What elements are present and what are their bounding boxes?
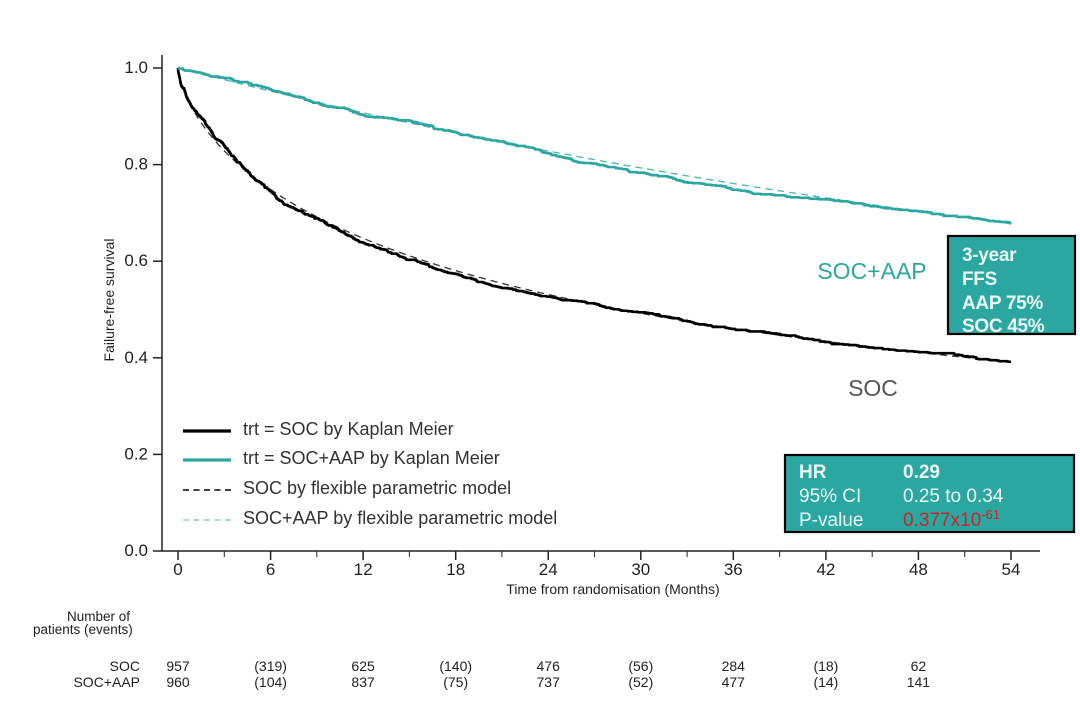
svg-text:0.8: 0.8 [124, 155, 148, 174]
svg-text:(14): (14) [813, 674, 838, 690]
svg-text:(140): (140) [439, 658, 472, 674]
svg-text:Time from randomisation (Month: Time from randomisation (Months) [506, 581, 719, 597]
svg-text:AAP 75%: AAP 75% [962, 293, 1043, 314]
svg-text:HR: HR [799, 462, 827, 483]
svg-text:625: 625 [351, 658, 375, 674]
svg-text:patients (events): patients (events) [33, 622, 133, 637]
svg-text:(52): (52) [628, 674, 653, 690]
svg-text:0.0: 0.0 [124, 541, 148, 560]
svg-text:12: 12 [354, 560, 373, 579]
svg-text:477: 477 [722, 674, 746, 690]
svg-text:SOC by flexible parametric mod: SOC by flexible parametric model [243, 478, 511, 498]
svg-text:SOC: SOC [848, 375, 898, 401]
svg-text:960: 960 [166, 674, 190, 690]
svg-text:141: 141 [907, 674, 931, 690]
svg-text:54: 54 [1002, 560, 1021, 579]
svg-text:957: 957 [166, 658, 190, 674]
svg-text:476: 476 [537, 658, 561, 674]
svg-text:(104): (104) [254, 674, 287, 690]
svg-text:0.29: 0.29 [903, 462, 940, 483]
svg-text:trt = SOC+AAP by Kaplan Meier: trt = SOC+AAP by Kaplan Meier [243, 448, 500, 468]
svg-text:(18): (18) [813, 658, 838, 674]
svg-text:6: 6 [266, 560, 275, 579]
svg-text:Failure-free survival: Failure-free survival [101, 239, 117, 362]
svg-text:24: 24 [539, 560, 558, 579]
svg-text:P-value: P-value [799, 510, 863, 531]
svg-text:0: 0 [173, 560, 182, 579]
svg-text:SOC+AAP by flexible parametric: SOC+AAP by flexible parametric model [243, 508, 557, 528]
svg-text:36: 36 [724, 560, 743, 579]
svg-text:(319): (319) [254, 658, 287, 674]
svg-text:3-year: 3-year [962, 245, 1017, 266]
svg-text:1.0: 1.0 [124, 58, 148, 77]
svg-text:95% CI: 95% CI [799, 486, 861, 507]
svg-text:30: 30 [631, 560, 650, 579]
svg-text:42: 42 [816, 560, 835, 579]
svg-text:737: 737 [537, 674, 561, 690]
svg-text:18: 18 [446, 560, 465, 579]
svg-text:(75): (75) [443, 674, 468, 690]
svg-text:(56): (56) [628, 658, 653, 674]
svg-text:0.25 to 0.34: 0.25 to 0.34 [903, 486, 1004, 507]
svg-text:SOC+AAP: SOC+AAP [817, 258, 926, 284]
svg-text:837: 837 [351, 674, 375, 690]
svg-text:SOC+AAP: SOC+AAP [73, 674, 140, 690]
svg-text:SOC 45%: SOC 45% [962, 316, 1045, 337]
svg-text:trt = SOC by Kaplan Meier: trt = SOC by Kaplan Meier [243, 419, 454, 439]
svg-text:0.2: 0.2 [124, 444, 148, 463]
svg-text:0.6: 0.6 [124, 251, 148, 270]
svg-text:0.4: 0.4 [124, 348, 148, 367]
svg-text:48: 48 [909, 560, 928, 579]
svg-text:FFS: FFS [962, 269, 997, 290]
svg-text:284: 284 [722, 658, 746, 674]
svg-text:SOC: SOC [110, 658, 140, 674]
svg-text:62: 62 [911, 658, 927, 674]
